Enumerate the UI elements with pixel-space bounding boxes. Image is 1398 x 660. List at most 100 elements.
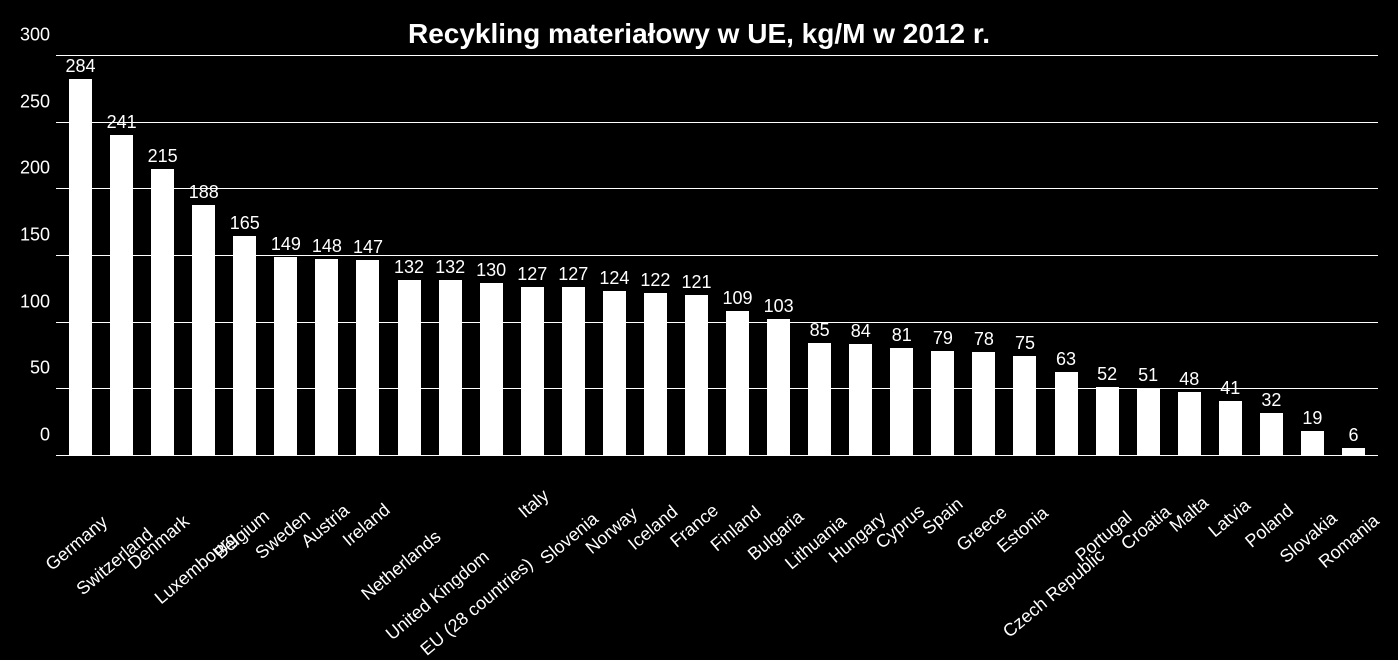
x-label-slot: Slovenia — [553, 456, 594, 606]
bar-value-label: 121 — [681, 272, 711, 293]
gridline — [56, 255, 1378, 256]
bar — [808, 343, 831, 456]
bar-slot: 41 — [1210, 56, 1251, 456]
bar-slot: 78 — [963, 56, 1004, 456]
bar-slot: 48 — [1169, 56, 1210, 456]
bar-slot: 147 — [347, 56, 388, 456]
bar — [480, 283, 503, 456]
y-tick-label: 300 — [6, 25, 50, 46]
bar-slot: 130 — [471, 56, 512, 456]
bar — [398, 280, 421, 456]
bar-value-label: 81 — [892, 325, 912, 346]
x-label-slot: Estonia — [1004, 456, 1045, 606]
y-tick-label: 250 — [6, 91, 50, 112]
bar — [726, 311, 749, 456]
bar-value-label: 63 — [1056, 349, 1076, 370]
x-label-slot: Finland — [717, 456, 758, 606]
x-label-slot: France — [676, 456, 717, 606]
bar-slot: 109 — [717, 56, 758, 456]
x-label-slot: Norway — [594, 456, 635, 606]
bar — [1219, 401, 1242, 456]
bar-slot: 52 — [1087, 56, 1128, 456]
bar-slot: 215 — [142, 56, 183, 456]
bar-slot: 188 — [183, 56, 224, 456]
bar-value-label: 130 — [476, 260, 506, 281]
bar-slot: 132 — [430, 56, 471, 456]
bar — [849, 344, 872, 456]
x-label-slot: Cyprus — [881, 456, 922, 606]
bar — [151, 169, 174, 456]
bar-value-label: 127 — [517, 264, 547, 285]
bar-slot: 79 — [922, 56, 963, 456]
bar — [1260, 413, 1283, 456]
x-label-slot: Hungary — [840, 456, 881, 606]
y-tick-label: 150 — [6, 225, 50, 246]
bar — [110, 135, 133, 456]
bar — [315, 259, 338, 456]
y-tick-label: 200 — [6, 158, 50, 179]
x-label-slot: Latvia — [1210, 456, 1251, 606]
bar-value-label: 188 — [189, 182, 219, 203]
x-label-slot: Greece — [963, 456, 1004, 606]
bar-slot: 127 — [553, 56, 594, 456]
bar — [931, 351, 954, 456]
recycling-bar-chart: Recykling materiałowy w UE, kg/M w 2012 … — [0, 0, 1398, 650]
bar-value-label: 148 — [312, 236, 342, 257]
x-label-slot: Iceland — [635, 456, 676, 606]
bar-value-label: 51 — [1138, 365, 1158, 386]
bar — [603, 291, 626, 456]
x-label-slot: Czech Republic — [1046, 456, 1087, 606]
bar — [685, 295, 708, 456]
bar-slot: 148 — [306, 56, 347, 456]
bar-value-label: 149 — [271, 234, 301, 255]
bar — [1055, 372, 1078, 456]
x-category-label-text: Austria — [297, 500, 353, 552]
bar — [890, 348, 913, 456]
x-category-label-text: Italy — [515, 485, 554, 522]
x-label-slot: EU (28 countries) — [471, 456, 512, 606]
gridline — [56, 55, 1378, 56]
bar-value-label: 6 — [1348, 425, 1358, 446]
bar-value-label: 84 — [851, 321, 871, 342]
x-label-slot: Netherlands — [389, 456, 430, 606]
bars-row: 2842412151881651491481471321321301271271… — [56, 56, 1378, 456]
bar — [1096, 387, 1119, 456]
bar-slot: 284 — [60, 56, 101, 456]
bar-slot: 124 — [594, 56, 635, 456]
bar — [644, 293, 667, 456]
bar — [1137, 388, 1160, 456]
x-label-slot: Croatia — [1128, 456, 1169, 606]
bar-slot: 84 — [840, 56, 881, 456]
x-category-label-text: Ireland — [339, 499, 395, 550]
bar — [1178, 392, 1201, 456]
x-category-label-text: Malta — [1166, 492, 1213, 536]
x-label-slot: Luxembourg — [183, 456, 224, 606]
bar-slot: 127 — [512, 56, 553, 456]
bar — [1301, 431, 1324, 456]
chart-title: Recykling materiałowy w UE, kg/M w 2012 … — [0, 0, 1398, 56]
x-label-slot: Belgium — [224, 456, 265, 606]
plot-area: 2842412151881651491481471321321301271271… — [56, 56, 1378, 456]
bar-value-label: 79 — [933, 328, 953, 349]
bar-value-label: 48 — [1179, 369, 1199, 390]
bar — [972, 352, 995, 456]
bar — [767, 319, 790, 456]
x-label-slot: Slovakia — [1292, 456, 1333, 606]
bar-slot: 122 — [635, 56, 676, 456]
gridline — [56, 122, 1378, 123]
bar-value-label: 215 — [148, 146, 178, 167]
gridline — [56, 188, 1378, 189]
bar — [192, 205, 215, 456]
x-labels-row: GermanySwitzerlandDenmarkLuxembourgBelgi… — [56, 456, 1378, 606]
bar-slot: 6 — [1333, 56, 1374, 456]
bar-slot: 165 — [224, 56, 265, 456]
bar-value-label: 109 — [723, 288, 753, 309]
bar-slot: 51 — [1128, 56, 1169, 456]
bar — [1013, 356, 1036, 456]
x-label-slot: Sweden — [265, 456, 306, 606]
x-label-slot: Malta — [1169, 456, 1210, 606]
bar-value-label: 32 — [1261, 390, 1281, 411]
bar — [233, 236, 256, 456]
bar-slot: 132 — [389, 56, 430, 456]
bar-value-label: 103 — [764, 296, 794, 317]
